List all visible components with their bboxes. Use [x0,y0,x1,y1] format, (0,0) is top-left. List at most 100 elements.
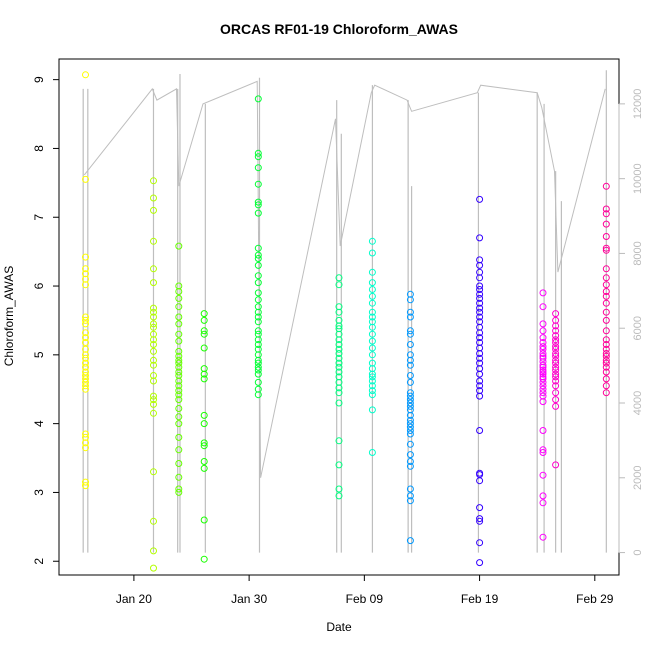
data-point [175,396,183,404]
data-point [82,71,89,79]
data-point [335,399,343,407]
data-point [368,344,376,352]
data-point [335,350,343,357]
data-point [406,330,414,338]
y-tick-label: 7 [32,214,46,221]
data-point [335,274,343,282]
data-point [476,329,484,337]
data-point [406,313,414,321]
data-point [150,392,157,400]
data-point [406,497,414,505]
data-point [82,334,89,342]
data-point [175,320,183,328]
data-point [552,322,560,330]
data-point [150,361,157,369]
data-point [368,323,376,331]
data-point [406,458,414,465]
data-point [552,350,560,357]
data-point [82,482,89,490]
data-point [539,398,547,406]
data-point [150,400,157,408]
data-point [476,427,484,434]
data-point [254,95,262,103]
data-point [150,304,157,312]
data-point [82,320,89,328]
data-point [539,370,547,378]
data-point [150,341,157,348]
flight-series-rf09 [476,195,484,567]
data-point [602,265,610,273]
data-point [254,341,262,348]
x-tick-label: Feb 29 [576,592,614,606]
data-point [552,359,560,367]
data-point [552,336,560,344]
data-point [254,209,262,217]
data-point [200,411,208,419]
scatter-points [82,71,610,572]
data-point [406,462,414,470]
chart-title: ORCAS RF01-19 Chloroform_AWAS [220,21,458,37]
data-point [82,372,89,379]
data-point [150,320,157,328]
data-point [539,389,547,397]
y2-axis: 0 2000 4000 6000 8000 10000 12000 [618,89,644,556]
data-point [82,175,89,183]
data-point [476,234,484,242]
data-point [254,255,262,262]
data-point [254,198,262,206]
data-point [254,201,262,209]
data-point [602,274,610,282]
data-point [539,375,547,383]
x-tick-label: Feb 09 [346,592,384,606]
data-point [254,327,262,335]
data-point [406,537,414,545]
data-point [175,288,183,295]
data-point [539,320,547,328]
data-point [602,281,610,289]
data-point [254,289,262,297]
data-point [602,308,610,316]
y-tick-label: 8 [32,145,46,152]
data-point [254,279,262,287]
data-point [368,237,376,245]
data-point [368,373,376,381]
data-point [476,274,484,282]
data-point [82,444,89,452]
data-point [150,237,157,245]
data-point [552,382,560,390]
data-point [476,308,484,316]
data-point [552,402,560,410]
data-point [539,339,547,346]
y-tick-label: 4 [32,420,46,427]
data-point [175,347,183,355]
data-point [602,350,610,357]
data-point [476,261,484,269]
data-point [150,177,157,185]
y-tick-label: 2 [32,558,46,565]
data-point [476,370,484,378]
data-point [476,517,484,525]
data-point [335,389,343,397]
y2-tick-label: 2000 [632,466,644,490]
data-point [552,332,560,340]
data-point [368,308,376,316]
data-point [82,354,89,362]
data-point [82,313,89,321]
data-point [150,194,157,202]
data-point [368,337,376,345]
flight-series-rf12 [602,182,610,397]
data-point [254,180,262,188]
data-point [552,389,560,397]
data-point [602,210,610,218]
data-point [476,350,484,357]
data-point [82,281,89,289]
flight-series-rf10 [539,289,547,541]
data-point [552,377,560,385]
data-point [476,539,484,547]
data-point [175,330,183,338]
data-point [254,391,262,399]
data-point [406,308,414,316]
data-point [368,286,376,293]
data-point [175,356,183,364]
data-point [552,373,560,381]
